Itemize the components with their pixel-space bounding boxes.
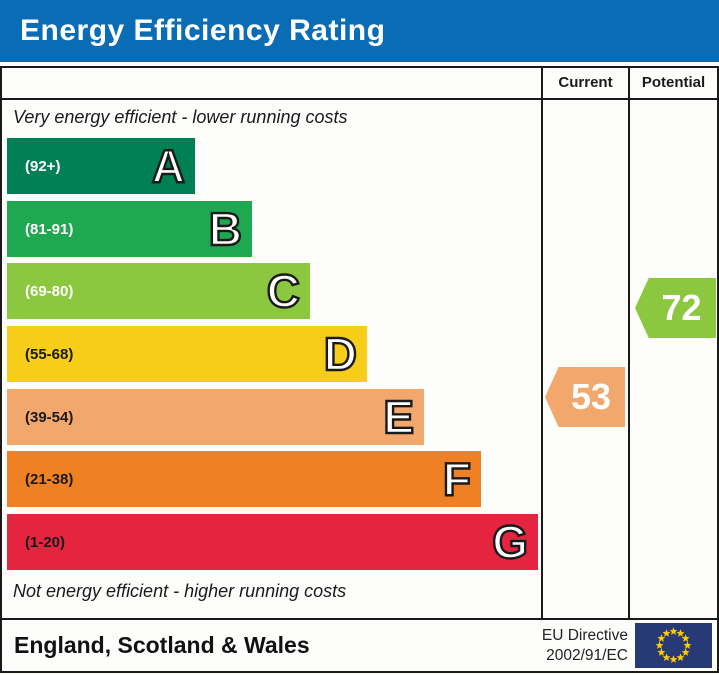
band-letter: D [323,328,359,380]
eu-flag-icon [635,623,712,668]
column-divider-current [541,66,543,618]
current-marker: 53 [545,367,625,427]
band-letter: F [442,453,473,505]
band-range-label: (69-80) [25,282,74,300]
eu-directive-line1: EU Directive [541,627,628,644]
band-range-label: (1-20) [25,533,66,551]
title-bar: Energy Efficiency Rating [0,0,719,62]
potential-marker: 72 [635,278,716,338]
band-range-label: (81-91) [25,220,74,238]
band-row-e: (39-54) E [7,389,424,445]
column-divider-potential [628,66,630,618]
band-letter: B [208,203,244,255]
band-row-c: (69-80) C [7,263,310,319]
eu-directive-label: EU Directive 2002/91/EC [478,626,628,666]
band-letter: G [491,516,529,568]
band-range-label: (21-38) [25,470,74,488]
top-annotation: Very energy efficient - lower running co… [13,107,348,127]
column-header-current: Current [558,73,613,91]
band-row-d: (55-68) D [7,326,367,382]
eu-directive-line2: 2002/91/EC [546,647,628,664]
band-range-label: (39-54) [25,408,74,426]
band-range-label: (92+) [25,157,61,175]
footer-region-label: England, Scotland & Wales [14,632,310,658]
potential-value: 72 [661,287,702,328]
column-header-potential: Potential [641,73,706,91]
band-letter: C [266,265,302,317]
band-row-b: (81-91) B [7,201,252,257]
band-row-a: (92+) A [7,138,195,194]
band-letter: A [151,140,187,192]
band-row-g: (1-20) G [7,514,538,570]
band-row-f: (21-38) F [7,451,481,507]
bottom-annotation: Not energy efficient - higher running co… [13,581,347,601]
band-range-label: (55-68) [25,345,74,363]
band-letter: E [382,391,415,443]
page-title: Energy Efficiency Rating [20,14,386,47]
current-value: 53 [570,376,612,417]
header-separator-line [0,98,719,100]
chart-frame [0,66,719,673]
footer-separator-line [0,618,719,620]
